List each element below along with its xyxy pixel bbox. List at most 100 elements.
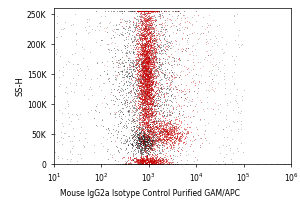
Point bbox=[71, 135, 76, 138]
Point bbox=[146, 77, 151, 81]
Point bbox=[199, 137, 203, 140]
Point bbox=[145, 87, 149, 91]
Point bbox=[213, 112, 218, 115]
Point bbox=[140, 27, 145, 30]
Point bbox=[149, 102, 154, 105]
Point bbox=[144, 93, 149, 96]
Point bbox=[148, 99, 153, 102]
Point bbox=[103, 14, 108, 18]
Point bbox=[147, 130, 152, 133]
Point bbox=[179, 90, 184, 94]
Point bbox=[76, 62, 80, 65]
Point bbox=[153, 51, 158, 54]
Point bbox=[156, 104, 161, 108]
Point bbox=[148, 36, 153, 39]
Point bbox=[142, 66, 147, 69]
Point bbox=[143, 27, 148, 30]
Point bbox=[164, 139, 169, 142]
Point bbox=[146, 85, 150, 89]
Point bbox=[161, 127, 166, 130]
Point bbox=[138, 150, 142, 153]
Point bbox=[59, 122, 64, 125]
Point bbox=[150, 123, 155, 126]
Point bbox=[167, 133, 172, 136]
Point bbox=[168, 53, 173, 56]
Point bbox=[145, 156, 149, 160]
Point bbox=[143, 61, 148, 65]
Point bbox=[157, 102, 162, 105]
Point bbox=[177, 154, 182, 157]
Point bbox=[179, 95, 184, 98]
Point bbox=[146, 115, 151, 118]
Point bbox=[136, 142, 141, 145]
Point bbox=[142, 162, 147, 165]
Point bbox=[166, 35, 171, 38]
Point bbox=[139, 44, 144, 47]
Point bbox=[137, 81, 142, 84]
Point bbox=[210, 62, 214, 65]
Point bbox=[175, 136, 180, 139]
Point bbox=[128, 9, 133, 13]
Point bbox=[139, 73, 144, 77]
Point bbox=[167, 135, 172, 138]
Point bbox=[140, 81, 144, 85]
Point bbox=[149, 11, 154, 14]
Point bbox=[153, 50, 158, 53]
Point bbox=[161, 120, 166, 123]
Point bbox=[131, 162, 136, 166]
Point bbox=[146, 135, 151, 139]
Point bbox=[134, 75, 139, 78]
Point bbox=[156, 94, 161, 97]
Point bbox=[181, 131, 186, 134]
Point bbox=[168, 138, 172, 142]
Point bbox=[142, 70, 146, 73]
Point bbox=[136, 41, 141, 45]
Point bbox=[144, 57, 149, 60]
Point bbox=[146, 144, 151, 147]
Point bbox=[162, 127, 167, 131]
Point bbox=[164, 87, 169, 90]
Point bbox=[150, 67, 154, 70]
Point bbox=[146, 18, 150, 21]
Point bbox=[132, 9, 137, 13]
Point bbox=[150, 80, 155, 83]
Point bbox=[146, 70, 151, 73]
Point bbox=[221, 64, 226, 67]
Point bbox=[143, 43, 148, 46]
Point bbox=[144, 36, 149, 39]
Point bbox=[142, 134, 147, 138]
Point bbox=[137, 97, 142, 100]
Point bbox=[142, 75, 147, 78]
Point bbox=[142, 162, 146, 166]
Point bbox=[151, 161, 156, 164]
Point bbox=[145, 85, 150, 88]
Point bbox=[149, 125, 154, 128]
Point bbox=[139, 60, 144, 63]
Point bbox=[163, 159, 168, 163]
Point bbox=[158, 162, 163, 166]
Point bbox=[146, 70, 150, 74]
Point bbox=[145, 134, 150, 137]
Point bbox=[142, 93, 147, 96]
Point bbox=[148, 47, 153, 50]
Point bbox=[152, 109, 157, 112]
Point bbox=[135, 135, 140, 138]
Point bbox=[144, 86, 149, 90]
Point bbox=[137, 145, 142, 148]
Point bbox=[152, 34, 156, 37]
Point bbox=[153, 124, 158, 128]
Point bbox=[101, 162, 106, 166]
Point bbox=[148, 72, 152, 75]
Point bbox=[143, 142, 148, 145]
Point bbox=[138, 96, 143, 99]
Point bbox=[146, 114, 150, 117]
Point bbox=[146, 9, 151, 13]
Point bbox=[145, 115, 149, 119]
Point bbox=[148, 72, 153, 75]
Point bbox=[147, 84, 152, 87]
Point bbox=[193, 53, 198, 57]
Point bbox=[147, 24, 152, 27]
Point bbox=[144, 129, 149, 133]
Point bbox=[142, 115, 147, 118]
Point bbox=[136, 25, 141, 29]
